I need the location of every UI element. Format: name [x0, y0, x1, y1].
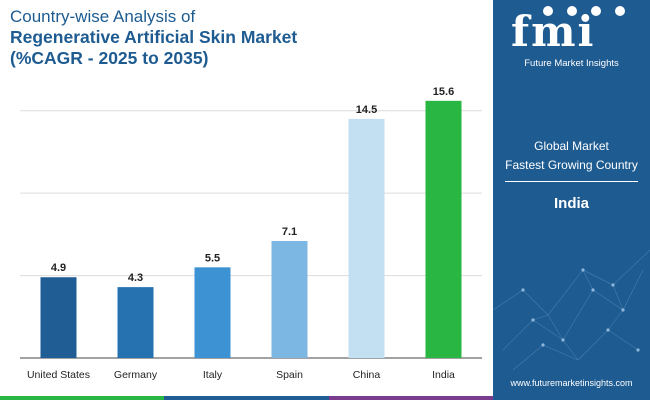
- bar-italy: [194, 267, 231, 358]
- bottom-bar-segment: [329, 396, 493, 400]
- bottom-bar-segment: [0, 396, 164, 400]
- panel-divider: [505, 181, 638, 182]
- network-decoration: [493, 249, 650, 371]
- value-label: 4.9: [51, 262, 66, 274]
- title-line-2: Regenerative Artificial Skin Market: [10, 27, 298, 47]
- fmi-logo: fmi Future Market Insights: [493, 0, 650, 80]
- category-label: Germany: [114, 369, 158, 381]
- panel-country: India: [553, 195, 589, 212]
- category-label: Spain: [276, 369, 303, 381]
- bottom-color-bar: [0, 396, 493, 400]
- bar-germany: [117, 287, 154, 358]
- logo-subtitle: Future Market Insights: [524, 58, 619, 69]
- panel-fastest-growing: Fastest Growing Country: [505, 158, 638, 172]
- logo-text: fmi: [511, 7, 596, 56]
- bar-india: [425, 100, 462, 358]
- category-label: Italy: [203, 369, 223, 381]
- logo-icons: [543, 6, 625, 16]
- category-label: United States: [27, 369, 90, 381]
- category-label: India: [432, 369, 455, 381]
- value-label: 4.3: [128, 272, 143, 284]
- bar-chart: 4.9 United States 4.3 Germany 5.5 Italy 7.1 Spa…: [20, 86, 482, 381]
- bar-united-states: [40, 277, 77, 358]
- value-label: 15.6: [433, 86, 454, 98]
- title-line-3: (%CAGR - 2025 to 2035): [10, 48, 209, 68]
- value-label: 14.5: [356, 104, 377, 116]
- bottom-bar-segment: [164, 396, 329, 400]
- chart-title: Country-wise Analysis of Regenerative Ar…: [10, 6, 297, 69]
- category-label: China: [353, 369, 381, 381]
- right-info-panel: fmi Future Market Insights Global Market…: [493, 0, 650, 400]
- panel-global-market: Global Market: [534, 139, 609, 153]
- website-url[interactable]: www.futuremarketinsights.com: [510, 378, 633, 388]
- bar-china: [348, 118, 385, 358]
- title-line-1: Country-wise Analysis of: [10, 7, 196, 26]
- bar-spain: [271, 240, 308, 358]
- value-label: 7.1: [282, 226, 297, 238]
- value-label: 5.5: [205, 252, 220, 264]
